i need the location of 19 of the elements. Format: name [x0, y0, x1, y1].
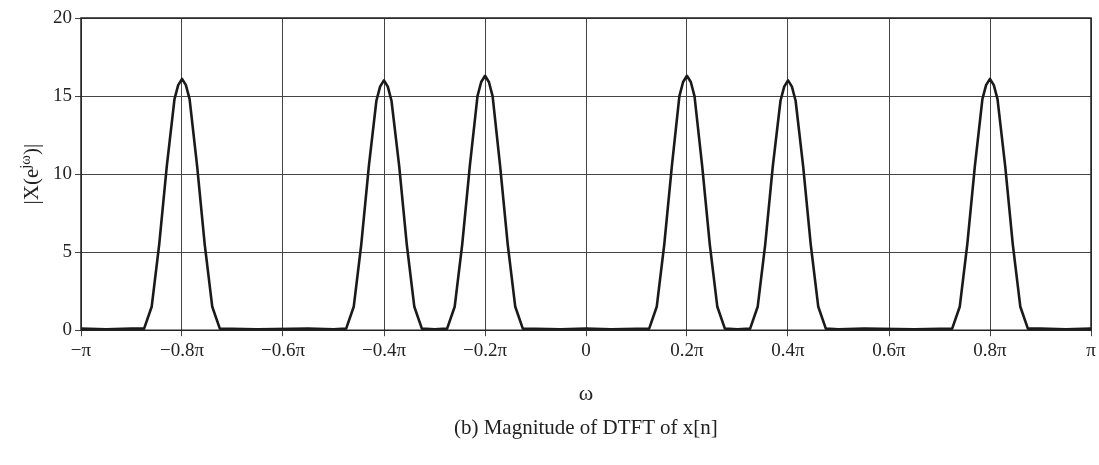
y-tick-label: 10 [53, 162, 72, 184]
text: (b) Magnitude of DTFT of x[n] [453, 415, 718, 440]
x-axis-title: ω [578, 380, 594, 406]
x-tick-label: −0.4π [361, 338, 407, 360]
y-tick-label: 15 [53, 84, 72, 106]
x-tick-label: −0.8π [159, 338, 205, 360]
x-tick-label: 0.8π [973, 338, 1008, 360]
x-tick-label: 0.2π [670, 338, 705, 360]
x-tick-label: 0.6π [872, 338, 907, 360]
x-tick-label: −0.2π [462, 338, 508, 360]
x-tick-label: 0 [581, 338, 591, 360]
y-tick-label: 0 [62, 318, 72, 340]
x-tick-label: π [1086, 338, 1097, 360]
x-tick-label: −π [70, 338, 92, 360]
y-axis-title: |X(ejω)| [16, 143, 43, 205]
y-tick-label: 5 [62, 240, 72, 262]
x-tick-label: 0.4π [771, 338, 806, 360]
y-tick-label: 20 [53, 5, 72, 27]
x-tick-label: −0.6π [260, 338, 306, 360]
